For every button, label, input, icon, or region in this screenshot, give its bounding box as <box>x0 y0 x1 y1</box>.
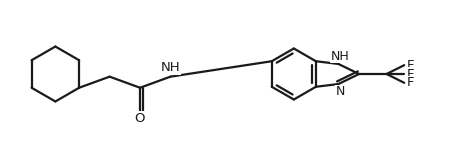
Text: F: F <box>406 76 413 89</box>
Text: F: F <box>406 59 413 72</box>
Text: F: F <box>406 67 413 81</box>
Text: NH: NH <box>330 50 349 63</box>
Text: NH: NH <box>160 61 180 74</box>
Text: O: O <box>133 112 144 125</box>
Text: N: N <box>335 85 344 98</box>
